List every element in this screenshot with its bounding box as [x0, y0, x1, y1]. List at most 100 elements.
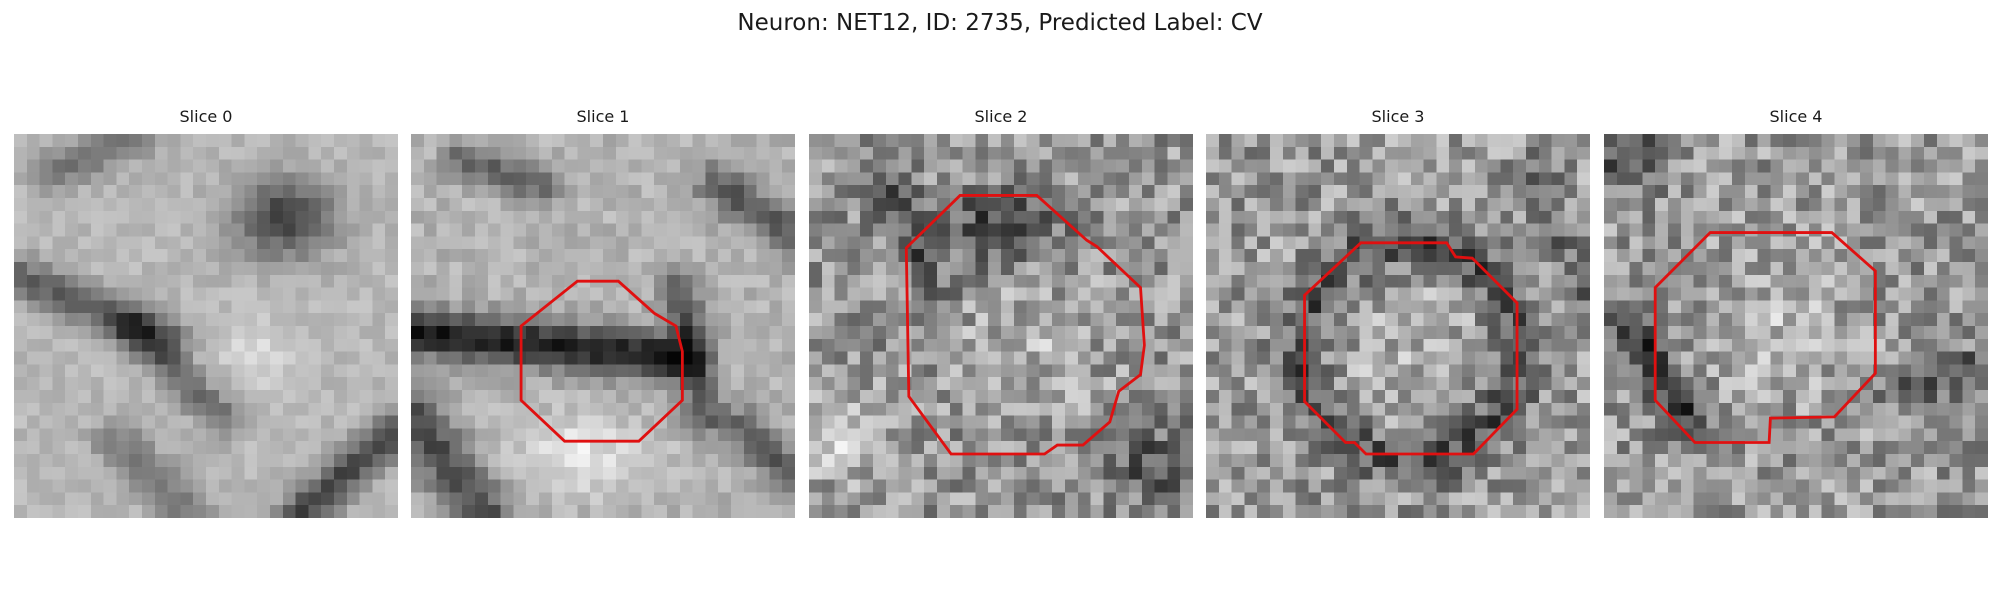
- image-pixel: [1783, 300, 1797, 314]
- image-pixel: [1706, 492, 1720, 506]
- image-pixel: [679, 479, 693, 493]
- image-pixel: [1001, 326, 1015, 340]
- image-pixel: [1103, 223, 1117, 237]
- image-pixel: [1975, 364, 1988, 378]
- image-pixel: [1629, 364, 1643, 378]
- image-pixel: [731, 441, 745, 455]
- image-pixel: [449, 287, 463, 301]
- image-pixel: [1436, 338, 1450, 352]
- image-pixel: [1244, 313, 1258, 327]
- image-pixel: [731, 313, 745, 327]
- image-pixel: [1321, 223, 1335, 237]
- image-pixel: [1796, 441, 1810, 455]
- image-pixel: [756, 492, 770, 506]
- image-pixel: [667, 300, 681, 314]
- image-pixel: [1911, 492, 1925, 506]
- image-pixel: [308, 134, 322, 148]
- image-pixel: [1462, 262, 1476, 276]
- image-pixel: [1975, 390, 1988, 404]
- image-pixel: [1936, 274, 1950, 288]
- image-pixel: [193, 210, 207, 224]
- image-pixel: [142, 198, 156, 212]
- image-pixel: [1872, 198, 1886, 212]
- image-pixel: [1770, 223, 1784, 237]
- image-pixel: [860, 402, 874, 416]
- image-pixel: [206, 364, 220, 378]
- image-pixel: [423, 338, 437, 352]
- image-pixel: [1372, 326, 1386, 340]
- image-pixel: [282, 236, 296, 250]
- image-pixel: [1706, 454, 1720, 468]
- image-pixel: [1180, 185, 1193, 199]
- image-pixel: [873, 185, 887, 199]
- image-pixel: [487, 249, 501, 263]
- image-pixel: [962, 326, 976, 340]
- image-pixel: [321, 479, 335, 493]
- image-pixel: [1732, 236, 1746, 250]
- image-pixel: [1206, 262, 1220, 276]
- image-pixel: [436, 300, 450, 314]
- image-pixel: [1295, 466, 1309, 480]
- image-pixel: [743, 313, 757, 327]
- image-pixel: [1564, 300, 1578, 314]
- image-pixel: [1642, 351, 1656, 365]
- image-pixel: [449, 274, 463, 288]
- image-pixel: [78, 300, 92, 314]
- image-pixel: [206, 223, 220, 237]
- image-pixel: [1757, 326, 1771, 340]
- image-pixel: [731, 479, 745, 493]
- image-pixel: [1680, 351, 1694, 365]
- image-pixel: [718, 390, 732, 404]
- image-pixel: [551, 159, 565, 173]
- image-pixel: [1564, 505, 1578, 518]
- slice-title-0: Slice 0: [179, 107, 233, 126]
- image-pixel: [321, 198, 335, 212]
- image-pixel: [218, 146, 232, 160]
- image-pixel: [1808, 223, 1822, 237]
- image-pixel: [1564, 210, 1578, 224]
- image-pixel: [603, 172, 617, 186]
- image-pixel: [1719, 210, 1733, 224]
- image-pixel: [103, 146, 117, 160]
- image-pixel: [1744, 402, 1758, 416]
- image-pixel: [1257, 198, 1271, 212]
- image-pixel: [1052, 287, 1066, 301]
- image-pixel: [1577, 300, 1590, 314]
- image-pixel: [1872, 441, 1886, 455]
- image-pixel: [1924, 402, 1938, 416]
- image-pixel: [78, 223, 92, 237]
- image-pixel: [116, 223, 130, 237]
- image-pixel: [628, 492, 642, 506]
- image-pixel: [1103, 134, 1117, 148]
- image-pixel: [641, 441, 655, 455]
- image-pixel: [1693, 492, 1707, 506]
- image-pixel: [1167, 146, 1181, 160]
- image-pixel: [411, 415, 425, 429]
- image-pixel: [577, 390, 591, 404]
- image-pixel: [988, 249, 1002, 263]
- image-pixel: [1513, 441, 1527, 455]
- image-pixel: [1564, 134, 1578, 148]
- image-pixel: [1911, 249, 1925, 263]
- image-pixel: [1321, 351, 1335, 365]
- image-pixel: [180, 390, 194, 404]
- image-pixel: [641, 210, 655, 224]
- image-pixel: [603, 185, 617, 199]
- image-pixel: [834, 172, 848, 186]
- image-pixel: [218, 364, 232, 378]
- image-pixel: [180, 415, 194, 429]
- image-pixel: [1680, 134, 1694, 148]
- image-pixel: [860, 249, 874, 263]
- image-pixel: [1975, 466, 1988, 480]
- image-pixel: [1975, 402, 1988, 416]
- image-pixel: [1757, 428, 1771, 442]
- image-pixel: [1385, 287, 1399, 301]
- image-pixel: [1487, 262, 1501, 276]
- image-pixel: [1757, 210, 1771, 224]
- image-pixel: [1052, 326, 1066, 340]
- image-pixel: [603, 198, 617, 212]
- image-pixel: [705, 198, 719, 212]
- image-pixel: [65, 185, 79, 199]
- image-pixel: [692, 338, 706, 352]
- image-pixel: [282, 479, 296, 493]
